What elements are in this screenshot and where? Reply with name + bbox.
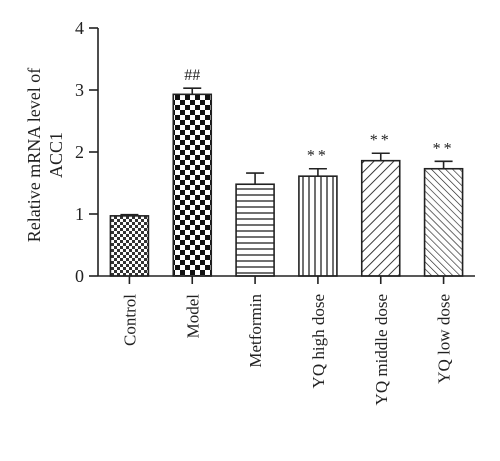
y-tick-label: 0 — [75, 266, 84, 286]
y-axis: 0 1 2 3 4 — [75, 18, 99, 286]
y-tick-label: 4 — [75, 18, 84, 38]
x-tick-label: Metformin — [246, 294, 265, 368]
x-tick-label: YQ high dose — [309, 294, 328, 388]
y-tick-label: 1 — [75, 204, 84, 224]
bar — [360, 159, 401, 277]
x-tick-label: Control — [120, 294, 139, 346]
x-axis: Control Model Metformin YQ high dose YQ midd… — [98, 275, 475, 405]
y-axis-title: Relative mRNA level of ACC1 — [24, 68, 66, 242]
bar-group — [109, 213, 150, 277]
bars: ## ** ** ** — [109, 67, 464, 277]
bar-group: ** — [360, 132, 401, 277]
x-tick-label: YQ middle dose — [372, 294, 391, 405]
x-tick-label: YQ low dose — [435, 294, 454, 384]
significance-label: ## — [184, 67, 200, 84]
significance-label: ** — [433, 140, 455, 157]
y-axis-title-line-2: ACC1 — [46, 132, 66, 178]
bar-group — [235, 172, 275, 277]
bar — [423, 167, 464, 277]
bar — [172, 93, 213, 277]
bar-group: ## — [172, 67, 213, 277]
bar — [109, 215, 150, 277]
bar — [235, 183, 275, 277]
y-axis-title-line-1: Relative mRNA level of — [24, 68, 44, 242]
y-tick-label: 3 — [75, 80, 84, 100]
y-tick-label: 2 — [75, 142, 84, 162]
bar-group: ** — [298, 148, 338, 277]
significance-label: ** — [307, 148, 329, 165]
bar-group: ** — [423, 140, 464, 277]
bar — [298, 175, 338, 277]
x-tick-label: Model — [183, 294, 202, 339]
significance-label: ** — [370, 132, 392, 149]
